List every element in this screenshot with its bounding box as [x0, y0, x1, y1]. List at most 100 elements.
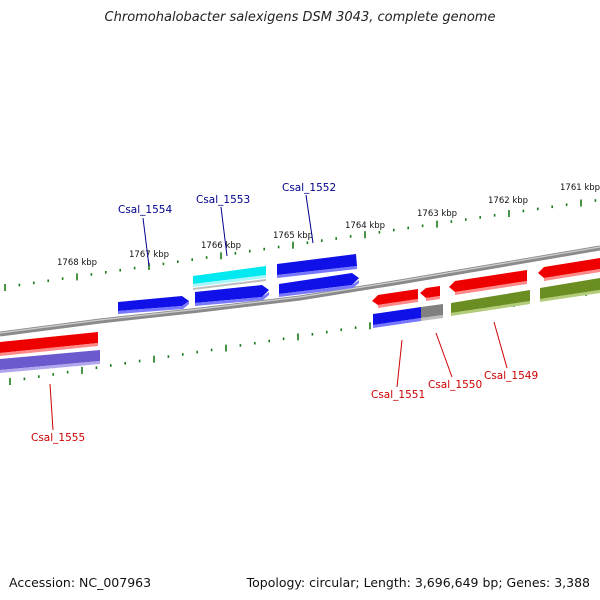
upper-tick-mark	[522, 209, 525, 213]
upper-tick-mark	[220, 252, 222, 260]
gene-csal-1549-red-small[interactable]	[420, 286, 440, 301]
upper-tick-mark	[407, 226, 409, 230]
leader-csal-1553	[220, 206, 228, 257]
accession-text: Accession: NC_007963	[9, 575, 152, 590]
upper-tick-mark	[551, 205, 553, 209]
lower-tick-mark	[110, 364, 112, 367]
forward-genes	[0, 254, 600, 356]
upper-tick-mark	[205, 256, 208, 259]
lower-tick-mark	[239, 344, 242, 347]
upper-tick-mark	[133, 266, 136, 270]
leader-csal-1549	[493, 321, 508, 369]
gene-csal-1549[interactable]	[451, 290, 530, 316]
gene-csal-1555-red[interactable]	[0, 332, 98, 356]
gene-csal-1554[interactable]	[118, 296, 189, 314]
upper-tick-mark	[421, 224, 424, 228]
lower-tick-mark	[225, 344, 227, 352]
lower-tick-mark	[340, 328, 342, 332]
lower-tick-mark	[124, 362, 126, 365]
label-csal-1554: Csal_1554	[118, 204, 172, 216]
lower-tick-mark	[282, 337, 285, 341]
upper-tick-mark	[493, 214, 496, 217]
upper-tick-mark	[321, 239, 323, 242]
gene-csal-1553-blue[interactable]	[195, 285, 269, 306]
tick-label-1765: 1765 kbp	[273, 231, 313, 241]
gene-csal-1550[interactable]	[421, 304, 443, 321]
upper-tick-mark	[105, 271, 107, 274]
upper-tick-mark	[119, 268, 121, 272]
tick-label-1763: 1763 kbp	[417, 209, 457, 219]
gene-csal-1552[interactable]	[277, 254, 357, 278]
label-csal-1551: Csal_1551	[371, 389, 425, 401]
tick-label-1761: 1761 kbp	[560, 183, 600, 193]
genome-backbone	[0, 245, 600, 337]
label-csal-1553: Csal_1553	[196, 194, 250, 206]
upper-tick-mark	[565, 203, 568, 206]
upper-tick-mark	[191, 258, 193, 261]
lower-tick-mark	[81, 366, 83, 374]
upper-tick-mark	[148, 262, 150, 270]
gene-csal-1553[interactable]	[193, 266, 266, 290]
upper-tick-mark	[76, 273, 78, 281]
upper-tick-mark	[4, 284, 6, 291]
upper-tick-mark	[479, 216, 481, 219]
upper-tick-mark	[306, 241, 309, 244]
leader-csal-1554	[142, 217, 150, 267]
tick-labels: 1768 kbp 1767 kbp 1766 kbp 1765 kbp 1764…	[57, 183, 600, 268]
lower-tick-mark	[268, 339, 270, 343]
genome-backbone-highlight	[0, 246, 600, 334]
upper-tick-mark	[580, 199, 582, 207]
upper-tick-mark	[263, 247, 265, 251]
lower-tick-mark	[326, 330, 328, 334]
lower-tick-mark	[167, 355, 170, 358]
upper-tick-mark	[90, 273, 93, 276]
upper-tick-line	[4, 199, 597, 291]
upper-tick-mark	[393, 228, 395, 232]
upper-tick-mark	[349, 235, 352, 238]
label-csal-1552: Csal_1552	[282, 182, 336, 194]
upper-tick-mark	[249, 249, 251, 253]
upper-tick-mark	[33, 281, 35, 285]
gene-csal-1549-red[interactable]	[449, 270, 527, 295]
gene-csal-1548-red[interactable]	[538, 258, 600, 281]
upper-tick-mark	[47, 279, 49, 283]
lower-tick-mark	[38, 375, 40, 378]
upper-tick-mark	[594, 199, 597, 202]
tick-label-1766: 1766 kbp	[201, 241, 241, 251]
lower-tick-mark	[254, 341, 256, 345]
tick-label-1768: 1768 kbp	[57, 258, 97, 268]
label-csal-1549: Csal_1549	[484, 370, 538, 382]
lower-tick-mark	[297, 333, 299, 341]
upper-tick-mark	[18, 283, 21, 287]
upper-tick-mark	[450, 220, 453, 223]
leader-csal-1551	[396, 339, 403, 388]
tick-label-1762: 1762 kbp	[488, 196, 528, 206]
gene-csal-1552-blue[interactable]	[279, 273, 359, 297]
leader-csal-1552	[305, 194, 314, 244]
leader-csal-1550	[435, 332, 453, 378]
upper-tick-mark	[465, 218, 467, 221]
lower-tick-mark	[369, 322, 371, 330]
tick-label-1764: 1764 kbp	[345, 221, 385, 231]
label-csal-1550: Csal_1550	[428, 379, 482, 391]
upper-tick-mark	[436, 220, 438, 228]
genome-summary-text: Topology: circular; Length: 3,696,649 bp…	[246, 575, 590, 590]
lower-tick-mark	[311, 333, 314, 336]
upper-tick-mark	[335, 237, 337, 240]
upper-tick-mark	[177, 260, 179, 263]
lower-tick-mark	[52, 373, 54, 376]
gene-csal-1548[interactable]	[540, 278, 600, 302]
lower-tick-mark	[196, 350, 198, 354]
map-title: Chromohalobacter salexigens DSM 3043, co…	[104, 10, 496, 25]
gene-csal-1551[interactable]	[373, 307, 421, 328]
lower-tick-mark	[210, 348, 213, 352]
gene-csal-1550-red[interactable]	[372, 289, 418, 308]
upper-tick-mark	[292, 241, 294, 249]
upper-tick-mark	[162, 262, 165, 266]
reverse-genes	[0, 278, 600, 373]
gene-csal-1555[interactable]	[0, 350, 100, 373]
tick-label-1767: 1767 kbp	[129, 250, 169, 260]
lower-tick-mark	[95, 366, 98, 369]
